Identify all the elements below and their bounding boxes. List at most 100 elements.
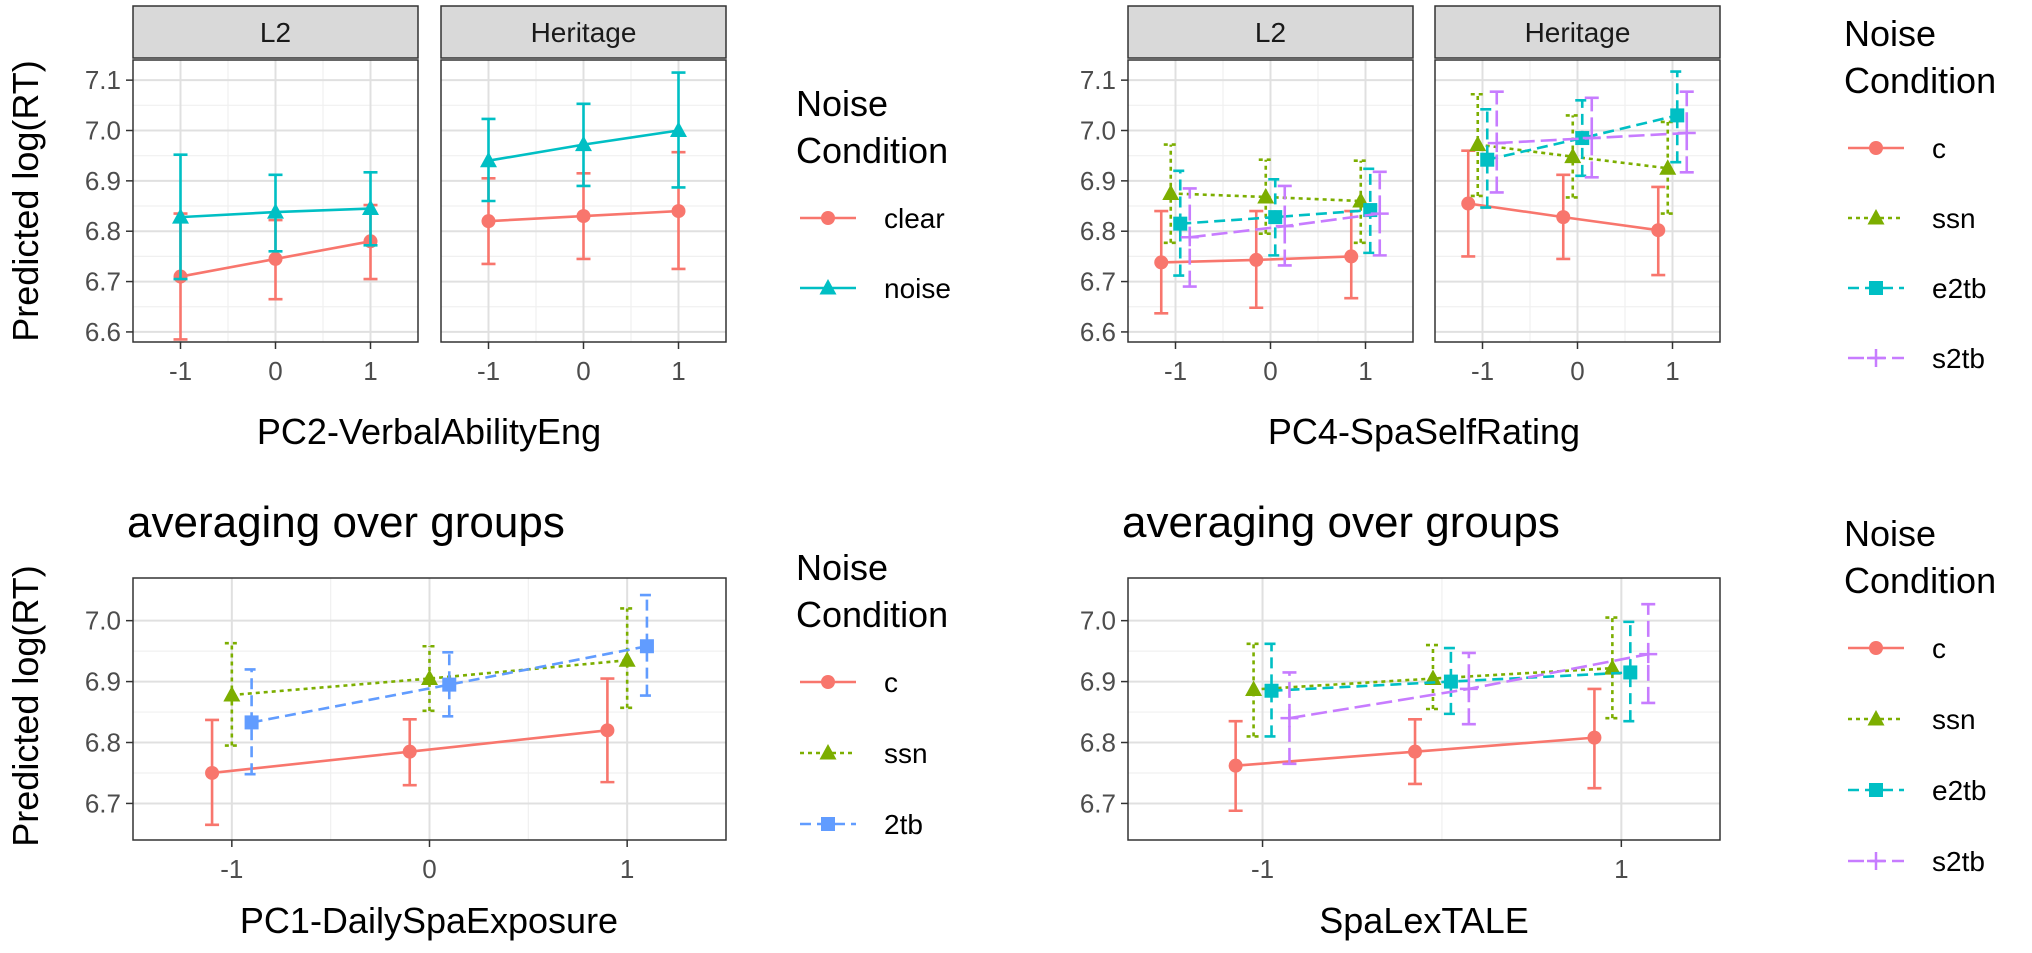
legend-title: Condition (1844, 560, 1996, 601)
legend-title: Condition (796, 130, 948, 171)
series-s2tb (1180, 170, 1389, 288)
facet-strip-label: Heritage (531, 17, 637, 48)
x-tick-label: 0 (268, 356, 282, 386)
y-tick-label: 6.9 (85, 166, 121, 196)
p4-panel-0: -1 1 (1127, 577, 1721, 884)
point-ssn (1424, 669, 1442, 686)
series-noise (172, 153, 379, 281)
legend-title: Noise (796, 83, 888, 124)
legend-label-e2tb: e2tb (1932, 775, 1987, 806)
y-tick-label: 7.1 (1080, 65, 1116, 95)
point-c (1587, 730, 1602, 745)
point-ssn (1245, 680, 1263, 697)
legend-label-c: c (1932, 133, 1946, 164)
x-tick-label: 1 (620, 854, 634, 884)
error-bar-e2tb (1623, 620, 1638, 723)
error-bar-e2tb (1670, 70, 1685, 164)
point-s2tb (1280, 709, 1299, 728)
point-ssn (1162, 184, 1180, 200)
series-e2tb (1264, 620, 1638, 738)
chart-title: averaging over groups (127, 498, 565, 547)
error-bar-e2tb (1264, 642, 1279, 738)
legend-marker-ssn (1867, 710, 1885, 726)
y-tick-label: 7.0 (1080, 116, 1116, 146)
error-bar-e2tb (1443, 646, 1458, 716)
y-tick-label: 6.6 (85, 317, 121, 347)
p3-panel-0: -1 0 1 (132, 577, 727, 884)
legend-marker-c (821, 675, 835, 689)
y-tick-label: 6.9 (1080, 667, 1116, 697)
point-e2tb (1623, 665, 1638, 680)
error-bar-ssn (1258, 158, 1273, 236)
point-e2tb (1268, 210, 1283, 225)
legend-label-clear: clear (884, 203, 945, 234)
legend-marker-c (1869, 141, 1883, 155)
point-noise (575, 135, 592, 152)
legend-marker-ssn (819, 744, 837, 760)
x-tick-label: 1 (1665, 356, 1679, 386)
point-e2tb (1173, 216, 1188, 231)
point-e2tb (1443, 674, 1458, 689)
point-s2tb (1582, 129, 1601, 148)
y-tick-label: 6.7 (85, 267, 121, 297)
point-c (1154, 255, 1169, 270)
legend-label-2tb: 2tb (884, 809, 923, 840)
point-ssn (1564, 147, 1582, 164)
point-s2tb (1370, 204, 1389, 223)
x-axis-title: SpaLexTALE (1319, 900, 1528, 941)
point-clear (268, 251, 283, 266)
series-c (1154, 209, 1359, 315)
y-tick-label: 7.0 (85, 606, 121, 636)
point-c (1344, 249, 1359, 264)
legend-label-s2tb: s2tb (1932, 343, 1985, 374)
error-bar-s2tb (1584, 96, 1599, 179)
p2-legend: Noise Condition c ssn e2tb s2tb (1844, 13, 1996, 374)
x-tick-label: 1 (1358, 356, 1372, 386)
legend-title: Condition (796, 594, 948, 635)
x-tick-label: 0 (576, 356, 590, 386)
point-s2tb (1677, 124, 1696, 143)
legend-marker-ssn (1867, 209, 1885, 225)
series-e2tb (1173, 167, 1378, 277)
y-tick-label: 7.0 (85, 116, 121, 146)
point-c (600, 723, 615, 738)
series-c (205, 677, 615, 827)
point-2tb (244, 715, 259, 730)
legend-label-e2tb: e2tb (1932, 273, 1987, 304)
series-noise (480, 71, 687, 203)
legend-key-c (800, 675, 856, 689)
facet-strip-label: Heritage (1525, 17, 1631, 48)
point-ssn (1603, 659, 1621, 675)
legend-marker-e2tb (1869, 281, 1883, 295)
legend-title: Noise (796, 547, 888, 588)
legend-key-noise (800, 279, 856, 295)
y-tick-label: 6.8 (1080, 216, 1116, 246)
point-2tb (442, 677, 457, 692)
p1-panel-1: -1 0 1 (440, 59, 727, 386)
y-tick-label: 6.8 (85, 728, 121, 758)
x-tick-label: 0 (422, 854, 436, 884)
legend-marker-2tb (821, 817, 835, 831)
error-bar-ssn (1246, 642, 1261, 738)
legend-key-c (1848, 641, 1904, 655)
legend-label-s2tb: s2tb (1932, 846, 1985, 877)
error-bar-2tb (442, 651, 457, 718)
legend-title: Noise (1844, 513, 1936, 554)
p1-legend: Noise Condition clear noise (796, 83, 951, 304)
x-axis-title: PC4-SpaSelfRating (1268, 411, 1580, 452)
point-c (1651, 223, 1666, 238)
series-line-e2tb (1486, 114, 1678, 161)
y-tick-label: 6.7 (1080, 788, 1116, 818)
legend-title: Condition (1844, 60, 1996, 101)
x-tick-label: -1 (477, 356, 500, 386)
x-tick-label: 0 (1263, 356, 1277, 386)
error-bar-s2tb (1679, 90, 1694, 174)
legend-marker-noise (819, 279, 837, 295)
point-e2tb (1670, 108, 1685, 123)
legend-label-ssn: ssn (1932, 203, 1976, 234)
legend-label-noise: noise (884, 273, 951, 304)
x-tick-label: 1 (1614, 854, 1628, 884)
x-tick-label: 1 (363, 356, 377, 386)
legend-label-ssn: ssn (884, 738, 928, 769)
